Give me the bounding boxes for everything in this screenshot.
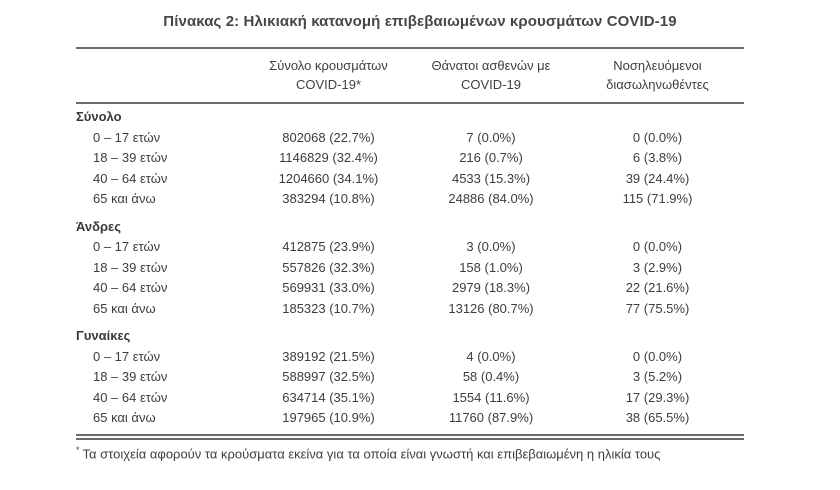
header-deaths: Θάνατοι ασθενών με COVID-19 <box>411 56 571 94</box>
table-row: 0 – 17 ετών 389192 (21.5%) 4 (0.0%) 0 (0… <box>76 347 744 368</box>
intubated-value: 115 (71.9%) <box>622 191 693 206</box>
row-label: 40 – 64 ετών <box>93 389 168 405</box>
intubated-value: 17 (29.3%) <box>625 389 690 405</box>
deaths-value: 13126 (80.7%) <box>448 300 534 316</box>
table-body: Σύνολο 0 – 17 ετών 802068 (22.7%) 7 (0.0… <box>76 104 744 429</box>
deaths-value: 216 (0.7%) <box>459 150 523 165</box>
section-women: Γυναίκες 0 – 17 ετών 389192 (21.5%) 4 (0… <box>76 326 744 429</box>
intubated-value: 39 (24.4%) <box>625 170 690 186</box>
table-row: 65 και άνω 185323 (10.7%) 13126 (80.7%) … <box>76 299 744 320</box>
deaths-value: 4 (0.0%) <box>466 348 516 364</box>
header-deaths-line1: Θάνατοι ασθενών με <box>431 58 551 73</box>
table-header-row: Σύνολο κρουσμάτων COVID-19* Θάνατοι ασθε… <box>76 49 744 102</box>
cases-value: 389192 (21.5%) <box>282 348 375 364</box>
footnote-text: Τα στοιχεία αφορούν τα κρούσματα εκείνα … <box>82 445 661 461</box>
cases-value: 588997 (32.5%) <box>282 369 375 384</box>
row-label: 0 – 17 ετών <box>93 348 161 364</box>
table-bottom-rule-inner <box>76 437 744 440</box>
deaths-value: 11760 (87.9%) <box>448 410 534 425</box>
section-women-label: Γυναίκες <box>76 328 131 343</box>
row-label: 0 – 17 ετών <box>93 239 161 254</box>
deaths-value: 58 (0.4%) <box>462 369 520 384</box>
section-total: Σύνολο 0 – 17 ετών 802068 (22.7%) 7 (0.0… <box>76 107 744 210</box>
intubated-value: 6 (3.8%) <box>632 150 683 165</box>
cases-value: 634714 (35.1%) <box>282 389 375 405</box>
section-men-label: Άνδρες <box>76 218 121 234</box>
header-total-cases-line2: COVID-19* <box>295 77 362 92</box>
header-deaths-line2: COVID-19 <box>461 77 521 92</box>
footnote-asterisk: * <box>76 444 80 455</box>
deaths-value: 4533 (15.3%) <box>451 170 531 186</box>
cases-value: 185323 (10.7%) <box>282 300 375 316</box>
cases-value: 412875 (23.9%) <box>282 239 375 254</box>
row-label: 18 – 39 ετών <box>93 150 168 165</box>
row-label: 65 και άνω <box>93 191 156 206</box>
header-empty-cell <box>76 56 246 94</box>
row-label: 65 και άνω <box>93 300 156 316</box>
cases-value: 557826 (32.3%) <box>282 259 375 275</box>
intubated-value: 38 (65.5%) <box>625 410 690 425</box>
table-row: 40 – 64 ετών 634714 (35.1%) 1554 (11.6%)… <box>76 388 744 409</box>
intubated-value: 77 (75.5%) <box>625 300 690 316</box>
cases-value: 383294 (10.8%) <box>282 191 375 206</box>
table-header-rule <box>76 102 744 104</box>
intubated-value: 3 (2.9%) <box>632 259 683 275</box>
row-label: 40 – 64 ετών <box>93 280 168 295</box>
table-row: 65 και άνω 197965 (10.9%) 11760 (87.9%) … <box>76 408 744 429</box>
intubated-value: 0 (0.0%) <box>632 129 683 145</box>
deaths-value: 3 (0.0%) <box>466 239 516 254</box>
intubated-value: 0 (0.0%) <box>632 348 683 364</box>
cases-value: 1146829 (32.4%) <box>279 150 378 165</box>
intubated-value: 3 (5.2%) <box>632 369 683 384</box>
table-row: 65 και άνω 383294 (10.8%) 24886 (84.0%) … <box>76 189 744 210</box>
table-row: 18 – 39 ετών 1146829 (32.4%) 216 (0.7%) … <box>76 148 744 169</box>
table-row: 40 – 64 ετών 1204660 (34.1%) 4533 (15.3%… <box>76 169 744 190</box>
deaths-value: 2979 (18.3%) <box>451 280 531 295</box>
table-bottom-rule-outer <box>76 433 744 436</box>
deaths-value: 1554 (11.6%) <box>452 389 530 405</box>
row-label: 18 – 39 ετών <box>93 369 168 384</box>
row-label: 0 – 17 ετών <box>93 129 161 145</box>
section-men: Άνδρες 0 – 17 ετών 412875 (23.9%) 3 (0.0… <box>76 217 744 320</box>
cases-value: 569931 (33.0%) <box>282 280 375 295</box>
deaths-value: 24886 (84.0%) <box>448 191 534 206</box>
table-row: 18 – 39 ετών 588997 (32.5%) 58 (0.4%) 3 … <box>76 367 744 388</box>
header-total-cases: Σύνολο κρουσμάτων COVID-19* <box>246 56 411 94</box>
header-total-cases-line1: Σύνολο κρουσμάτων <box>269 58 388 73</box>
header-intubated-line1: Νοσηλευόμενοι <box>613 58 702 73</box>
intubated-value: 0 (0.0%) <box>632 239 683 254</box>
table-row: 0 – 17 ετών 802068 (22.7%) 7 (0.0%) 0 (0… <box>76 128 744 149</box>
table-row: 40 – 64 ετών 569931 (33.0%) 2979 (18.3%)… <box>76 278 744 299</box>
section-total-label: Σύνολο <box>76 109 122 124</box>
table-row: 18 – 39 ετών 557826 (32.3%) 158 (1.0%) 3… <box>76 258 744 279</box>
cases-value: 1204660 (34.1%) <box>278 170 379 186</box>
header-intubated-line2: διασωληνωθέντες <box>606 77 709 92</box>
table-row: 0 – 17 ετών 412875 (23.9%) 3 (0.0%) 0 (0… <box>76 237 744 258</box>
covid-age-table: Σύνολο κρουσμάτων COVID-19* Θάνατοι ασθε… <box>76 47 744 461</box>
deaths-value: 158 (1.0%) <box>459 259 523 275</box>
table-footnote: * Τα στοιχεία αφορούν τα κρούσματα εκείνα… <box>76 445 744 461</box>
table-top-rule <box>76 47 744 49</box>
intubated-value: 22 (21.6%) <box>625 280 690 295</box>
row-label: 40 – 64 ετών <box>93 170 168 186</box>
row-label: 65 και άνω <box>93 410 156 425</box>
row-label: 18 – 39 ετών <box>93 259 168 275</box>
deaths-value: 7 (0.0%) <box>466 129 516 145</box>
table-title: Πίνακας 2: Ηλικιακή κατανομή επιβεβαιωμέ… <box>163 13 677 30</box>
cases-value: 197965 (10.9%) <box>282 410 375 425</box>
cases-value: 802068 (22.7%) <box>282 129 375 145</box>
header-intubated: Νοσηλευόμενοι διασωληνωθέντες <box>571 56 744 94</box>
